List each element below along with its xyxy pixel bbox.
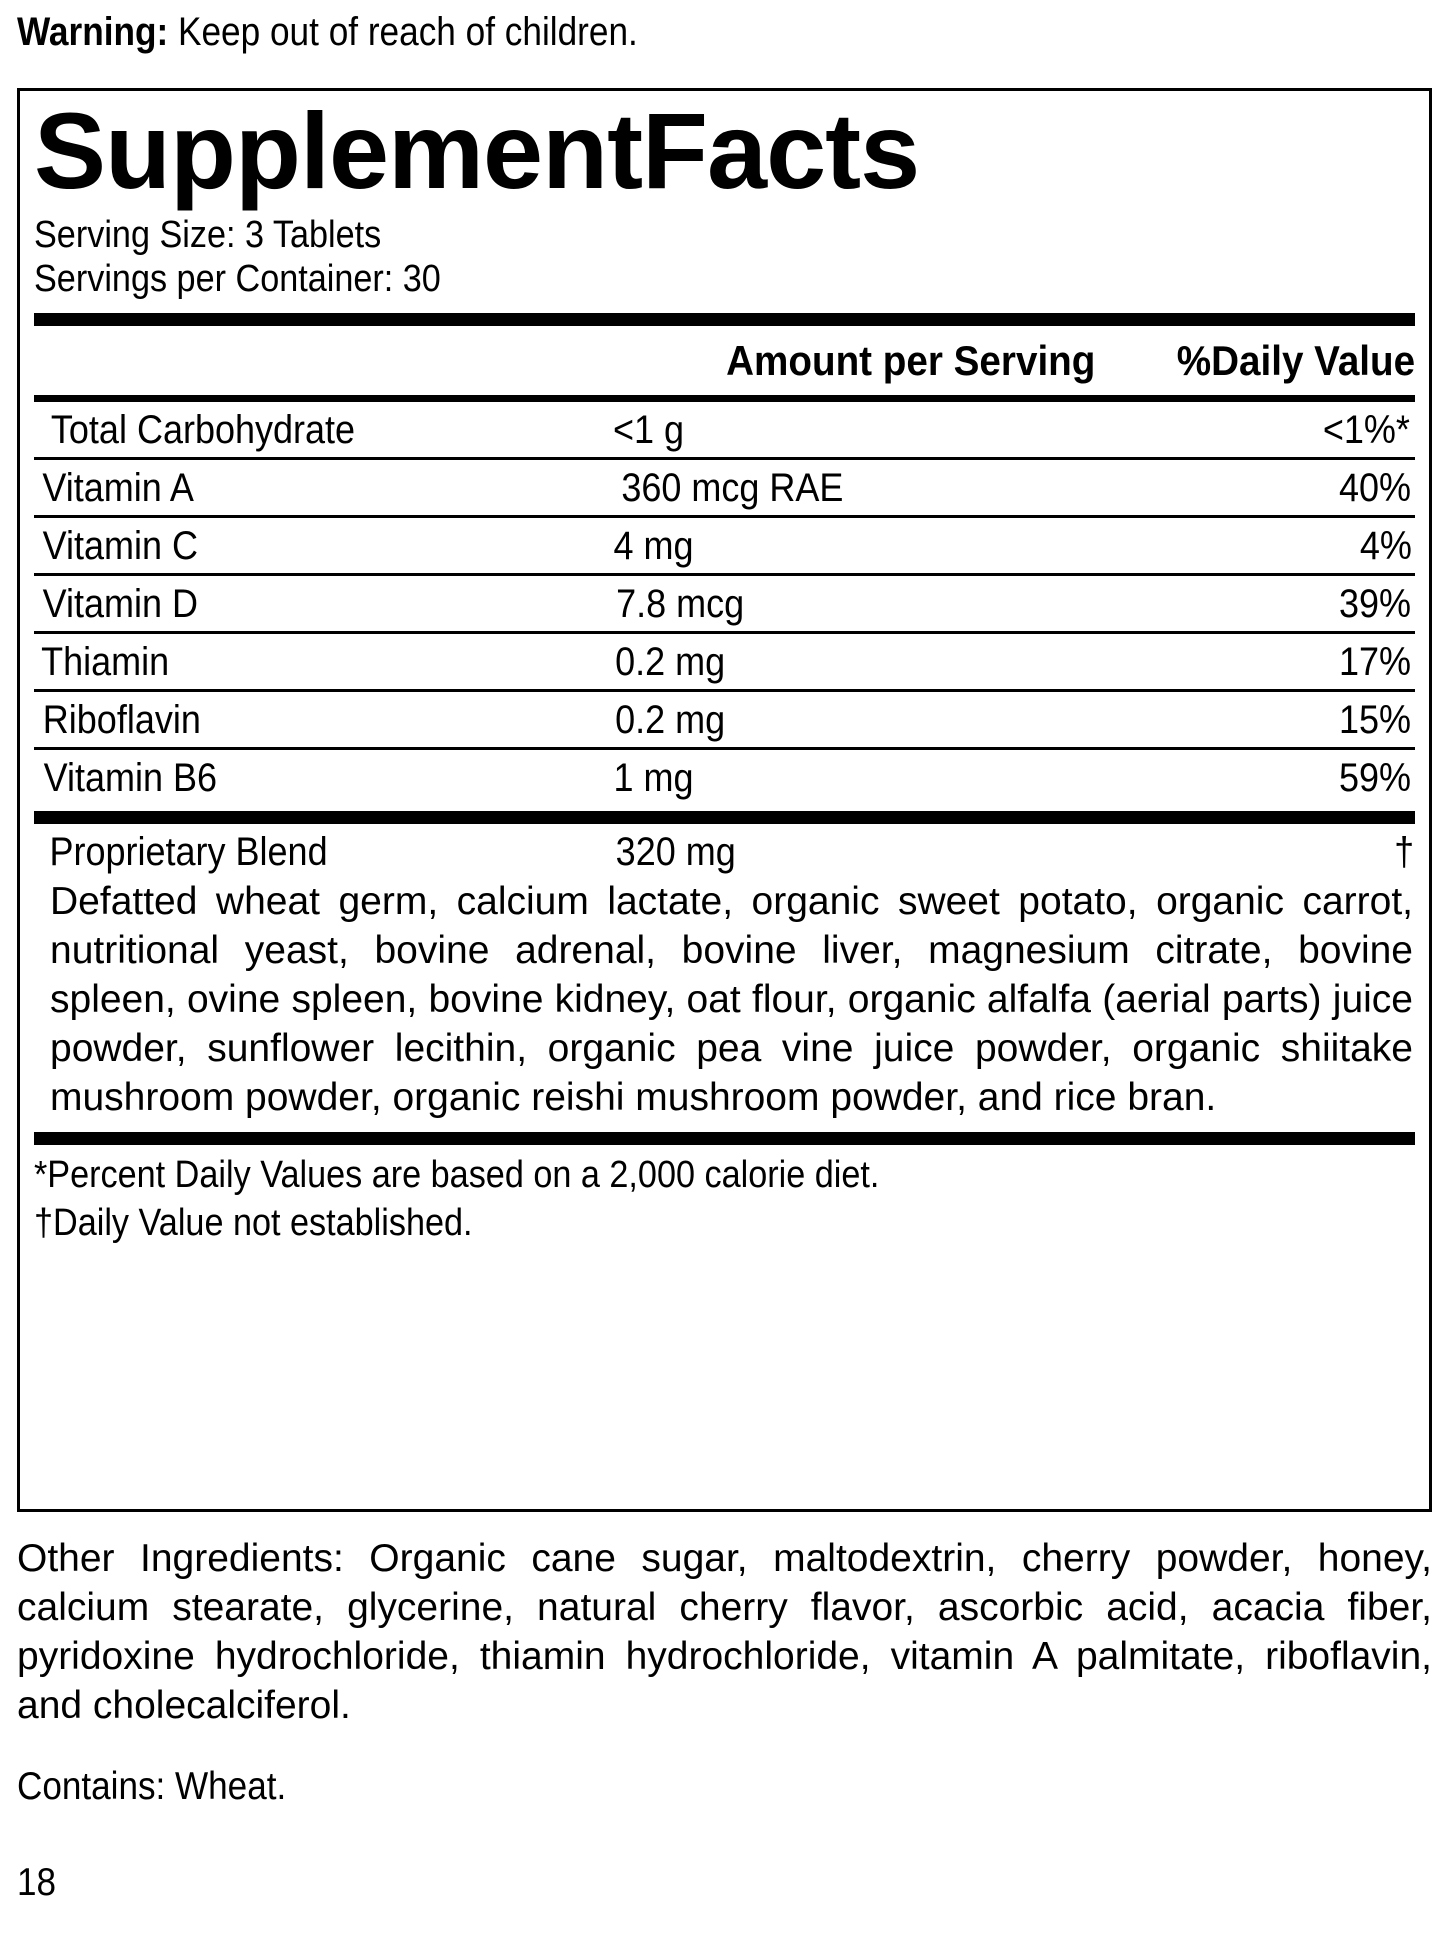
table-row: Vitamin C 4 mg 4% bbox=[34, 518, 1415, 573]
nutrient-name: Total Carbohydrate bbox=[50, 408, 356, 452]
nutrient-daily-value: <1%* bbox=[1323, 408, 1411, 452]
nutrient-name: Riboflavin bbox=[42, 698, 201, 742]
nutrient-name: Thiamin bbox=[41, 640, 170, 684]
rule-under-header bbox=[34, 395, 1415, 402]
header-col-amount: Amount per Serving bbox=[449, 333, 1156, 389]
nutrient-amount: 360 mcg RAE bbox=[621, 466, 844, 510]
panel-title-word-supplement: Supplement bbox=[34, 90, 643, 211]
nutrient-amount: 4 mg bbox=[613, 524, 694, 568]
footnote-percent-daily-value: *Percent Daily Values are based on a 2,0… bbox=[34, 1154, 880, 1196]
warning-text: Keep out of reach of children. bbox=[168, 10, 638, 54]
rule-above-blend bbox=[34, 811, 1415, 824]
warning-line: Warning: Keep out of reach of children. bbox=[17, 8, 1262, 56]
header-col-daily-value: %Daily Value bbox=[1156, 333, 1415, 389]
blend-daily-value: † bbox=[1393, 830, 1414, 874]
blend-amount: 320 mg bbox=[615, 830, 736, 874]
nutrient-daily-value: 4% bbox=[1360, 524, 1413, 568]
page-number: 18 bbox=[17, 1861, 57, 1904]
header-daily-value-label: %Daily Value bbox=[1176, 337, 1415, 384]
table-row: Thiamin 0.2 mg 17% bbox=[34, 634, 1415, 689]
table-row: Vitamin B6 1 mg 59% bbox=[34, 750, 1415, 805]
table-row: Vitamin D 7.8 mcg 39% bbox=[34, 576, 1415, 631]
header-amount-label: Amount per Serving bbox=[726, 337, 1096, 384]
footnote-dv-not-established: †Daily Value not established. bbox=[34, 1202, 473, 1244]
row-divider bbox=[34, 515, 1415, 518]
nutrient-amount: 7.8 mcg bbox=[616, 582, 745, 626]
table-row: Vitamin A 360 mcg RAE 40% bbox=[34, 460, 1415, 515]
panel-title: SupplementFacts bbox=[34, 95, 1415, 207]
contains-allergens: Contains: Wheat. bbox=[17, 1765, 287, 1808]
table-header-row: Amount per Serving %Daily Value bbox=[34, 326, 1415, 395]
servings-per-container: Servings per Container: 30 bbox=[34, 258, 441, 300]
nutrient-name: Vitamin C bbox=[42, 524, 199, 568]
rule-thick-top bbox=[34, 313, 1415, 326]
warning-label: Warning: bbox=[17, 10, 169, 54]
table-row: Riboflavin 0.2 mg 15% bbox=[34, 692, 1415, 747]
panel-title-word-facts: Facts bbox=[642, 90, 920, 211]
nutrient-amount: <1 g bbox=[612, 408, 685, 452]
other-ingredients: Other Ingredients: Organic cane sugar, m… bbox=[17, 1537, 1432, 1727]
nutrient-amount: 0.2 mg bbox=[615, 698, 726, 742]
row-divider bbox=[34, 573, 1415, 576]
blend-name: Proprietary Blend bbox=[49, 830, 328, 874]
nutrient-name: Vitamin A bbox=[42, 466, 194, 510]
row-divider bbox=[34, 631, 1415, 634]
serving-info: Serving Size: 3 Tablets Servings per Con… bbox=[34, 213, 1415, 301]
nutrient-name: Vitamin D bbox=[42, 582, 199, 626]
nutrient-daily-value: 40% bbox=[1338, 466, 1411, 510]
nutrient-daily-value: 17% bbox=[1338, 640, 1411, 684]
table-row: Total Carbohydrate <1 g <1%* bbox=[34, 402, 1415, 457]
row-divider bbox=[34, 457, 1415, 460]
supplement-facts-panel: SupplementFacts Serving Size: 3 Tablets … bbox=[17, 88, 1432, 1512]
nutrient-amount: 0.2 mg bbox=[615, 640, 726, 684]
nutrient-daily-value: 59% bbox=[1338, 756, 1411, 800]
blend-ingredient-list: Defatted wheat germ, calcium lactate, or… bbox=[50, 880, 1413, 1119]
rule-above-footnotes bbox=[34, 1132, 1415, 1145]
nutrient-amount: 1 mg bbox=[613, 756, 694, 800]
nutrient-name: Vitamin B6 bbox=[43, 756, 218, 800]
serving-size: Serving Size: 3 Tablets bbox=[34, 214, 382, 256]
nutrient-daily-value: 15% bbox=[1338, 698, 1411, 742]
row-divider bbox=[34, 747, 1415, 750]
proprietary-blend-row: Proprietary Blend 320 mg † bbox=[34, 824, 1415, 877]
nutrient-daily-value: 39% bbox=[1338, 582, 1411, 626]
row-divider bbox=[34, 689, 1415, 692]
